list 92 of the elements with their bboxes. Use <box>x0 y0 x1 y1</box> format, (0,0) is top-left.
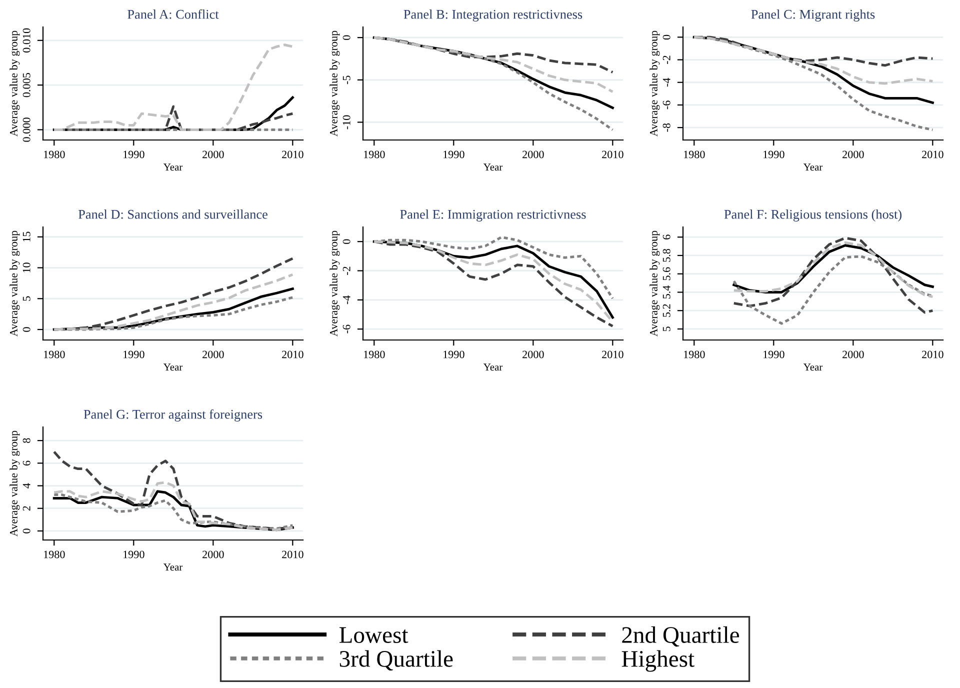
x-tick-label: 1990 <box>444 150 464 158</box>
x-tick-label: 2000 <box>522 150 544 158</box>
chart-title: Panel E: Immigration restrictivness <box>400 210 586 222</box>
y-tick-label: 0.005 <box>22 72 30 98</box>
x-axis-title: Year <box>164 164 183 171</box>
y-axis-title: Average value by group <box>330 30 340 137</box>
legend-label: Highest <box>622 650 694 672</box>
line-series <box>52 273 294 331</box>
line-series <box>52 296 294 331</box>
x-tick-label: 2000 <box>842 350 864 358</box>
x-tick-label: 1990 <box>124 150 144 158</box>
x-tick-label: 2000 <box>202 550 224 558</box>
x-axis-title: Year <box>804 364 823 371</box>
line-series <box>732 255 934 325</box>
line-series <box>52 481 294 532</box>
y-tick-label: 0 <box>342 35 350 40</box>
y-tick-label: -2 <box>342 266 350 275</box>
x-tick-label: 1980 <box>684 150 705 158</box>
x-tick-label: 2000 <box>202 150 224 158</box>
y-tick-label: -4 <box>342 295 350 304</box>
y-tick-label: -6 <box>342 324 350 334</box>
y-axis-title: Average value by group <box>650 30 660 137</box>
chart-title: Panel G: Terror against foreigners <box>84 409 262 422</box>
x-tick-label: 2000 <box>202 350 224 358</box>
x-tick-label: 1980 <box>44 150 65 158</box>
x-tick-label: 1980 <box>364 350 385 358</box>
y-axis-title: Average value by group <box>650 230 660 337</box>
y-tick-label: -5 <box>342 76 350 84</box>
x-tick-label: 2010 <box>602 150 624 158</box>
x-tick-label: 1990 <box>124 350 144 358</box>
y-tick-label: 5.4 <box>662 285 670 299</box>
chart-title: Panel A: Conflict <box>128 9 219 19</box>
x-tick-label: 2000 <box>842 150 864 158</box>
chart-title: Panel F: Religious tensions (host) <box>724 210 902 222</box>
legend-label: 2nd Quartile <box>622 626 740 647</box>
x-tick-label: 2010 <box>922 350 944 358</box>
x-tick-label: 2010 <box>282 150 304 158</box>
legend-label: 3rd Quartile <box>340 650 453 671</box>
y-tick-label: -10 <box>342 115 350 130</box>
x-tick-label: 1980 <box>364 150 385 158</box>
y-tick-label: 15 <box>22 232 30 242</box>
line-series <box>372 236 614 300</box>
y-tick-label: 6 <box>662 234 670 240</box>
y-tick-label: 0.010 <box>22 28 30 52</box>
y-tick-label: 6 <box>22 460 30 466</box>
x-tick-label: 2000 <box>522 350 544 358</box>
y-tick-label: 8 <box>22 438 30 443</box>
y-tick-label: 0 <box>662 34 670 40</box>
legend-label: Lowest <box>339 627 408 643</box>
x-axis-title: Year <box>484 364 503 371</box>
y-tick-label: 0 <box>342 239 350 244</box>
y-tick-label: 0.000 <box>22 118 30 142</box>
y-tick-label: -2 <box>662 56 670 64</box>
y-axis-title: Average value by group <box>10 230 20 337</box>
x-axis-title: Year <box>484 164 503 171</box>
x-tick-label: 1980 <box>44 350 65 358</box>
y-tick-label: 2 <box>22 506 30 511</box>
line-series <box>732 236 934 314</box>
x-tick-label: 1990 <box>764 150 784 158</box>
x-axis-title: Year <box>804 164 823 171</box>
x-tick-label: 1980 <box>44 550 65 558</box>
y-tick-label: 5 <box>22 296 30 301</box>
chart-title: Panel C: Migrant rights <box>751 10 875 22</box>
x-tick-label: 2010 <box>922 150 944 158</box>
y-tick-label: -4 <box>662 78 670 87</box>
y-tick-label: 0 <box>22 528 30 534</box>
x-tick-label: 1980 <box>684 350 705 358</box>
x-tick-label: 2010 <box>602 350 624 358</box>
x-axis-title: Year <box>164 364 183 371</box>
x-axis-title: Year <box>164 564 183 571</box>
y-tick-label: 0 <box>22 327 30 332</box>
y-tick-label: 5.8 <box>662 248 670 262</box>
y-tick-label: 4 <box>22 483 30 488</box>
y-tick-label: 5.2 <box>662 304 670 317</box>
chart-title: Panel B: Integration restrictivness <box>404 10 582 22</box>
x-tick-label: 1990 <box>764 350 784 358</box>
x-tick-label: 2010 <box>282 350 304 358</box>
y-tick-label: 10 <box>22 262 30 272</box>
y-tick-label: -8 <box>662 123 670 132</box>
line-series <box>692 36 934 85</box>
y-tick-label: 5.6 <box>662 267 670 280</box>
x-tick-label: 1990 <box>444 350 464 358</box>
line-series <box>52 44 294 131</box>
line-series <box>372 36 614 94</box>
y-tick-label: 5 <box>662 326 670 332</box>
y-axis-title: Average value by group <box>330 230 340 337</box>
y-tick-label: -6 <box>662 100 670 110</box>
y-axis-title: Average value by group <box>10 30 20 137</box>
chart-title: Panel D: Sanctions and surveillance <box>78 210 268 219</box>
y-axis-title: Average value by group <box>10 430 20 537</box>
x-tick-label: 1990 <box>124 550 144 558</box>
x-tick-label: 2010 <box>282 550 304 558</box>
